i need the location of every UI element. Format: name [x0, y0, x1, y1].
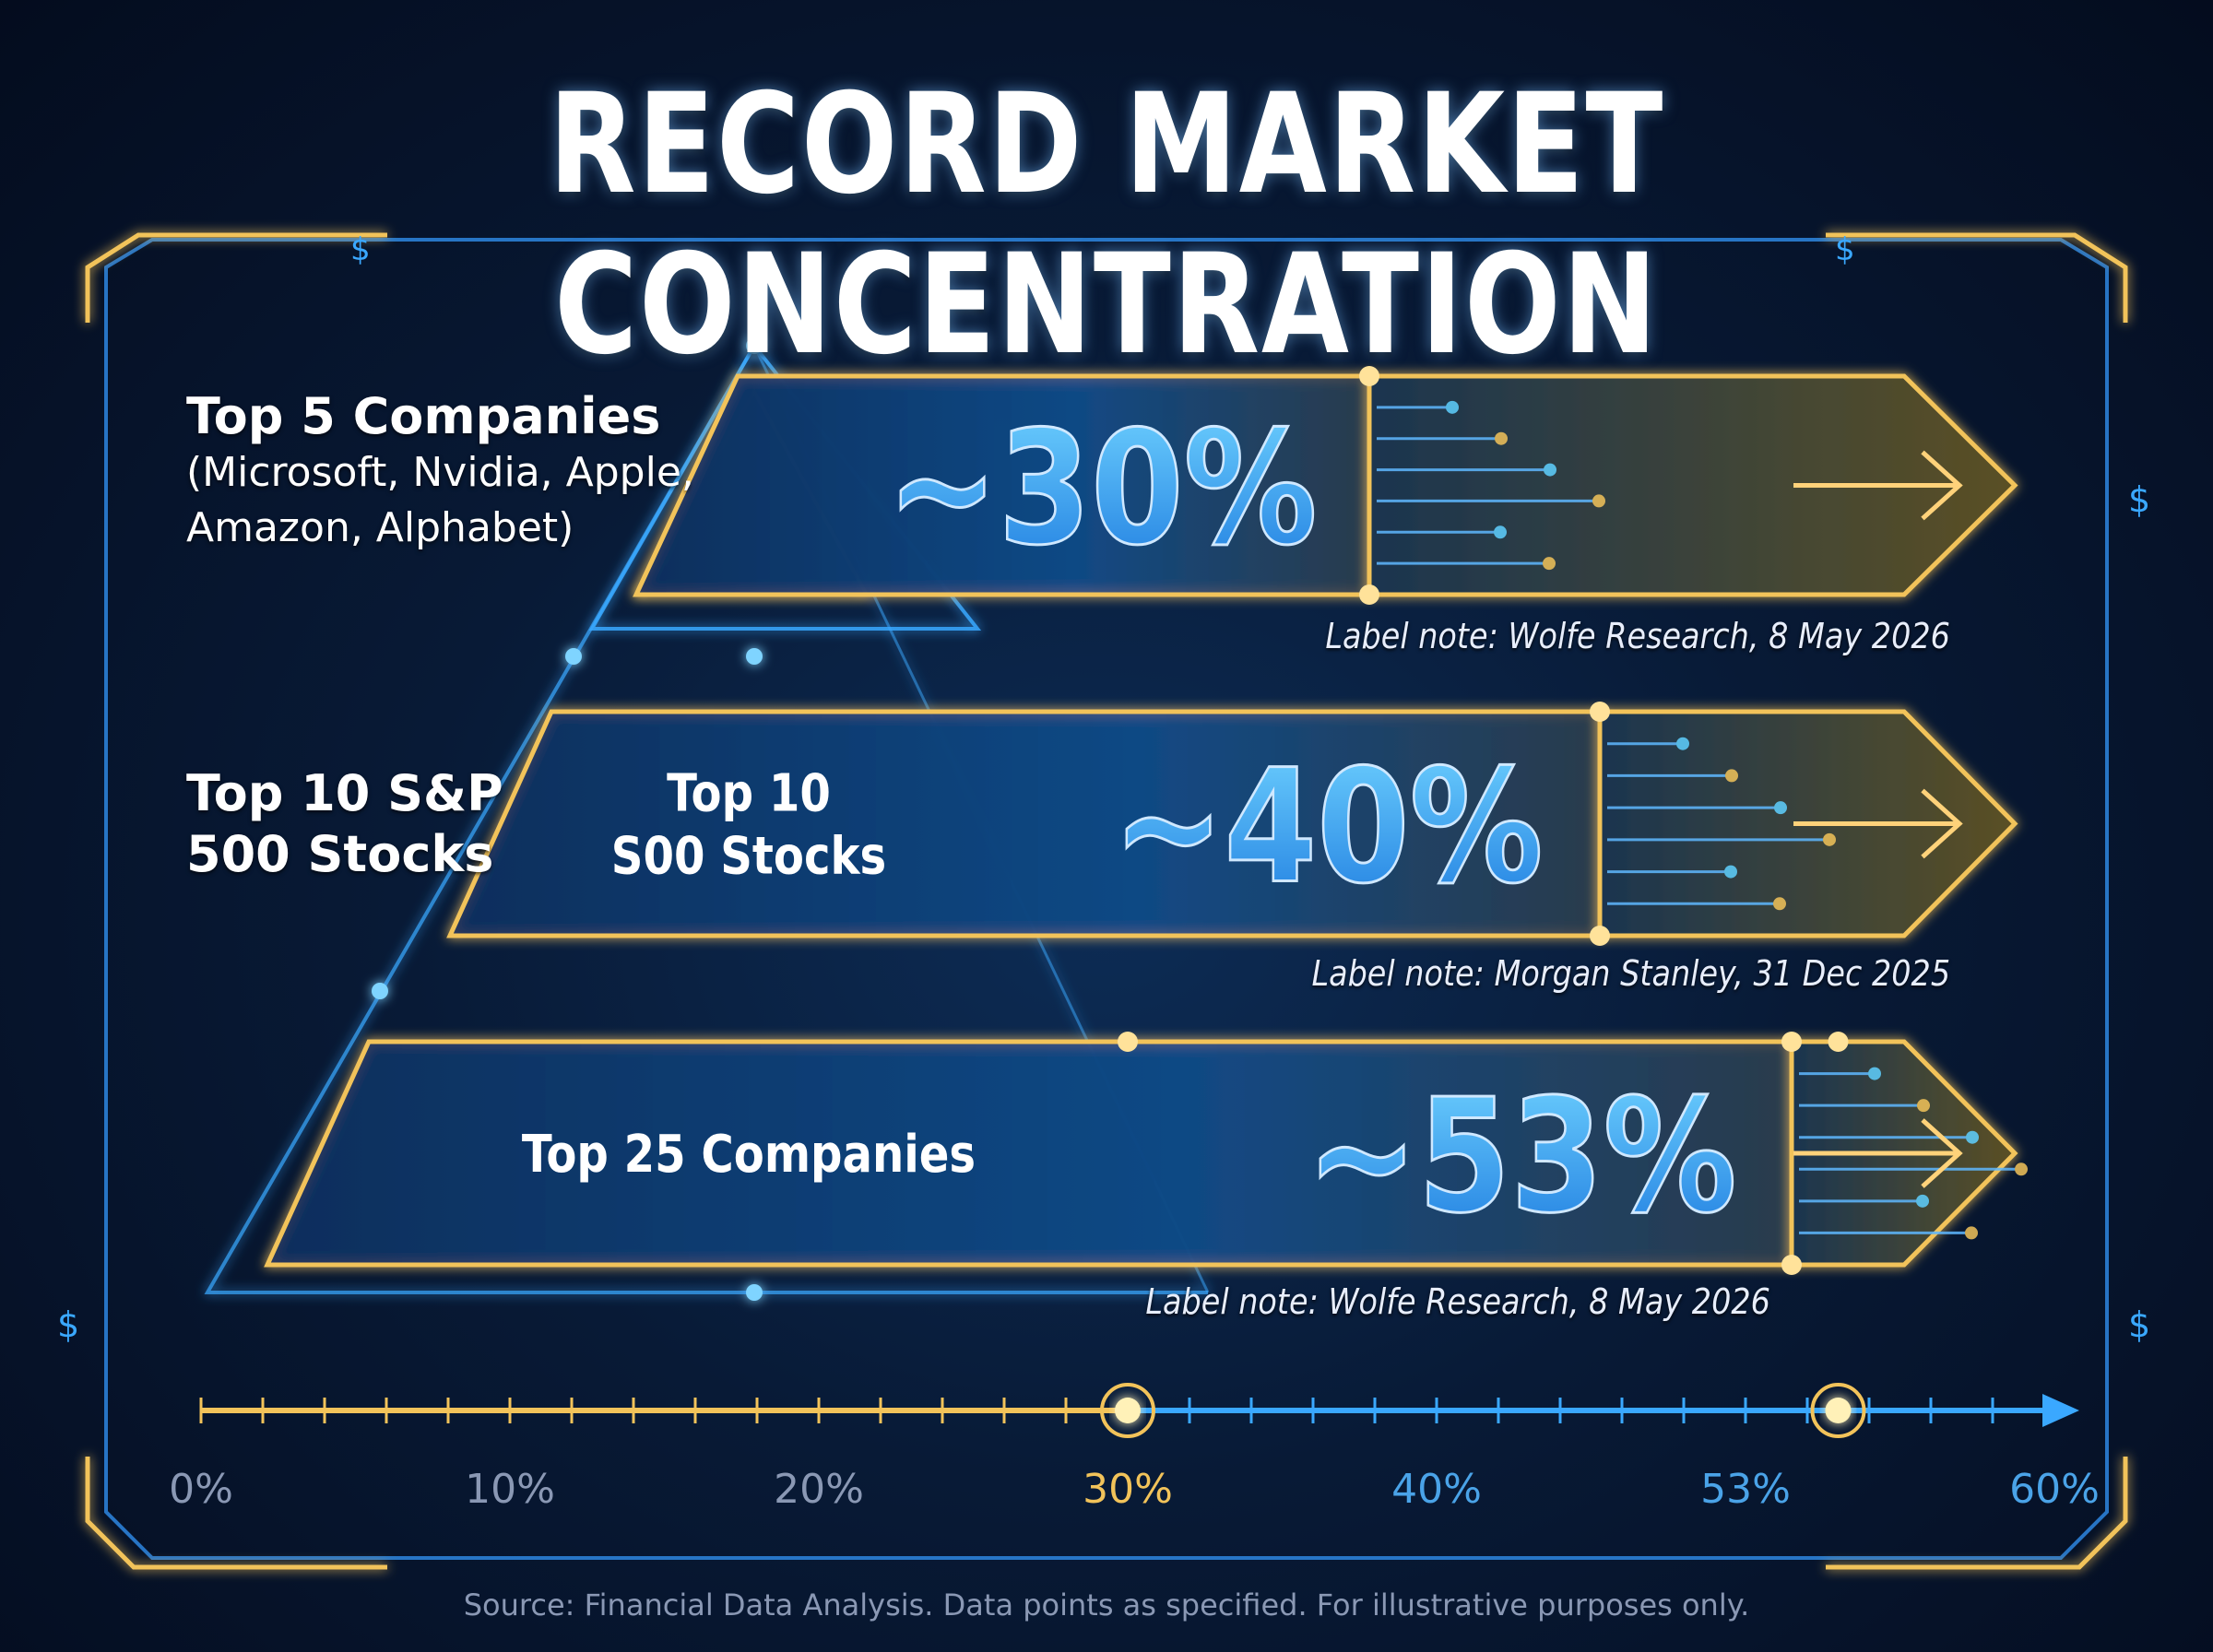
bar-value-label: ~53% — [1307, 1067, 1737, 1248]
circuit-traces — [1799, 1067, 2028, 1240]
axis-tick-label: 0% — [169, 1466, 233, 1513]
label-note: Label note: Morgan Stanley, 31 Dec 2025 — [1311, 953, 1950, 994]
dollar-icon: $ — [350, 231, 371, 268]
divider-dot — [1359, 366, 1379, 386]
marker-ring — [1100, 1383, 1155, 1438]
divider-dot — [1590, 926, 1610, 946]
bar-label-top10: Top 10 S&P 500 Stocks — [186, 763, 503, 885]
bar-inner-label: S00 Stocks — [611, 827, 886, 886]
frame: $ $ $ $ $ — [57, 231, 2150, 1570]
bar-value-label: ~30% — [887, 398, 1318, 580]
label-note: Label note: Wolfe Research, 8 May 2026 — [1145, 1281, 1770, 1322]
axis-tick-label: 60% — [2009, 1466, 2100, 1513]
marker-top-dot — [1828, 1032, 1849, 1052]
bar-value-label: ~40% — [1113, 737, 1544, 918]
bar-inner-label: Top 10 — [667, 764, 831, 823]
dollar-icon: $ — [2128, 479, 2150, 520]
bar-label-sub: (Microsoft, Nvidia, Apple, — [186, 449, 694, 496]
circuit-traces — [1377, 400, 1605, 571]
x-axis: 0% 10% 20% 30% 40% 53% 60% — [169, 1032, 2100, 1513]
axis-tick-label: 40% — [1391, 1466, 1482, 1513]
label-note: Label note: Wolfe Research, 8 May 2026 — [1325, 616, 1950, 656]
divider-dot — [1590, 702, 1610, 722]
marker-top-dot — [1118, 1032, 1138, 1052]
circuit-traces — [1607, 737, 1836, 911]
marker-dot — [1825, 1398, 1852, 1423]
page-title: RECORD MARKET CONCENTRATION — [548, 65, 1665, 385]
arrow-chevron — [1793, 450, 1963, 521]
axis-tick-label: 30% — [1083, 1466, 1173, 1513]
dollar-icon: $ — [1835, 231, 1855, 268]
divider-dot — [1359, 584, 1379, 605]
source-note: Source: Financial Data Analysis. Data po… — [463, 1587, 1750, 1622]
marker-dot — [1115, 1398, 1141, 1423]
bar-label-sub: Amazon, Alphabet) — [186, 504, 574, 551]
bar-label-main: 500 Stocks — [186, 825, 494, 883]
dollar-icon: $ — [57, 1304, 79, 1345]
dollar-icon: $ — [2128, 1304, 2150, 1345]
arrow-chevron — [1793, 788, 1963, 859]
bar-inner-label: Top 25 Companies — [522, 1126, 976, 1185]
bar-label-top5: Top 5 Companies (Microsoft, Nvidia, Appl… — [186, 387, 694, 556]
bar-3: ~53% Top 25 Companies — [264, 1032, 2028, 1275]
bar-label-main: Top 5 Companies — [186, 387, 661, 445]
axis-tick-label: 10% — [465, 1466, 555, 1513]
bar-label-main: Top 10 S&P — [186, 764, 503, 822]
divider-dot — [1781, 1032, 1802, 1052]
divider-dot — [1781, 1255, 1802, 1275]
axis-arrowhead — [2042, 1394, 2079, 1427]
bar-1: ~30% — [633, 366, 2018, 605]
arrow-chevron — [1793, 1118, 1963, 1188]
marker-ring — [1810, 1383, 1866, 1438]
axis-tick-label: 20% — [774, 1466, 864, 1513]
axis-tick-label: 53% — [1700, 1466, 1791, 1513]
